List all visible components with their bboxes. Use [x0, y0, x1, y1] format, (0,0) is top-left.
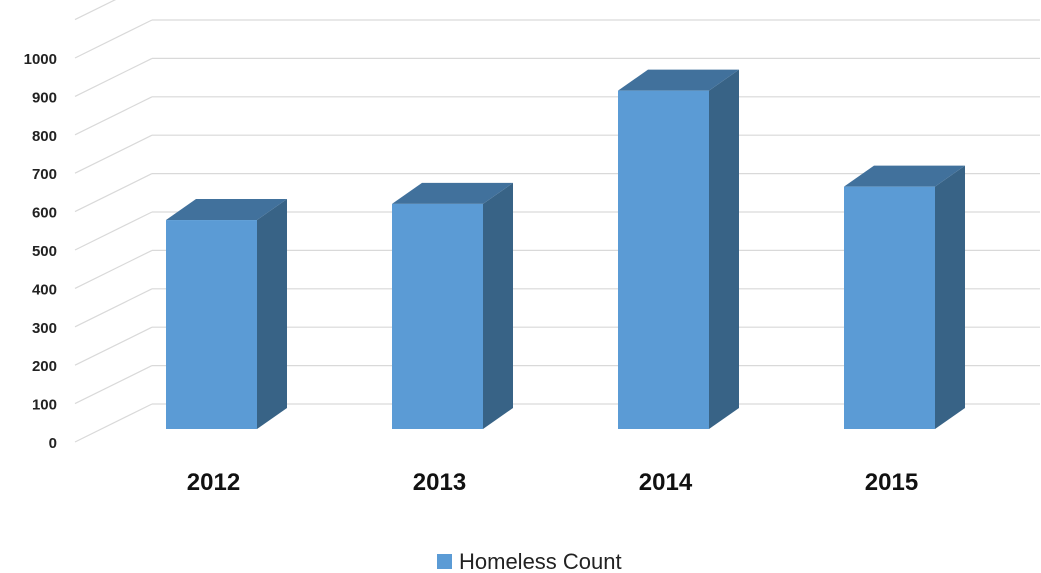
y-axis-tick-labels: 0 100 200 300 400 500 600 700 800 900 1000 [24, 51, 57, 452]
y-tick-label: 1000 [24, 51, 57, 68]
bar-top-2015 [844, 165, 965, 187]
gridline-depth [74, 211, 153, 251]
gridline-depth [74, 0, 117, 21]
x-category-label-2015: 2015 [865, 469, 918, 496]
bar-2013 [392, 182, 513, 429]
gridline-depth [74, 288, 153, 328]
y-tick-label: 300 [32, 320, 57, 337]
y-tick-label: 600 [32, 205, 57, 222]
bar-side-2015 [935, 165, 965, 429]
y-tick-label: 500 [32, 243, 57, 260]
bar-front-2015 [844, 186, 935, 429]
bar-2014 [618, 69, 739, 429]
gridline-depth [74, 249, 153, 289]
x-category-label-2012: 2012 [187, 469, 240, 496]
gridline-depth [74, 173, 153, 213]
bar-front-2014 [618, 90, 709, 429]
x-category-label-2014: 2014 [639, 469, 693, 496]
gridline-depth [74, 19, 153, 59]
gridline-depth [74, 57, 153, 97]
bar-front-2013 [392, 203, 483, 429]
bar-top-2014 [618, 69, 739, 91]
bar-top-2013 [392, 182, 513, 204]
x-category-label-2013: 2013 [413, 469, 466, 496]
y-tick-label: 0 [49, 435, 57, 452]
legend-label-homeless-count: Homeless Count [459, 549, 622, 573]
gridline-depth [74, 365, 153, 405]
bar-2015 [844, 165, 965, 429]
bar-side-2013 [483, 182, 513, 429]
y-tick-label: 400 [32, 281, 57, 298]
gridline-depth [74, 403, 153, 443]
bars [166, 69, 965, 429]
gridline-depth [74, 134, 153, 174]
bar-side-2012 [257, 199, 287, 429]
bar-front-2012 [166, 220, 257, 429]
y-tick-label: 800 [32, 128, 57, 145]
y-tick-label: 700 [32, 166, 57, 183]
y-tick-label: 900 [32, 89, 57, 106]
legend: Homeless Count [437, 549, 622, 573]
bar-top-2012 [166, 199, 287, 221]
y-tick-label: 200 [32, 358, 57, 375]
bar-side-2014 [709, 69, 739, 429]
x-axis-category-labels: 2012 2013 2014 2015 [187, 469, 918, 496]
gridline-depth [74, 96, 153, 136]
y-tick-label: 100 [32, 397, 57, 414]
gridline-depth [74, 326, 153, 366]
bar-2012 [166, 199, 287, 429]
legend-swatch [437, 554, 452, 569]
